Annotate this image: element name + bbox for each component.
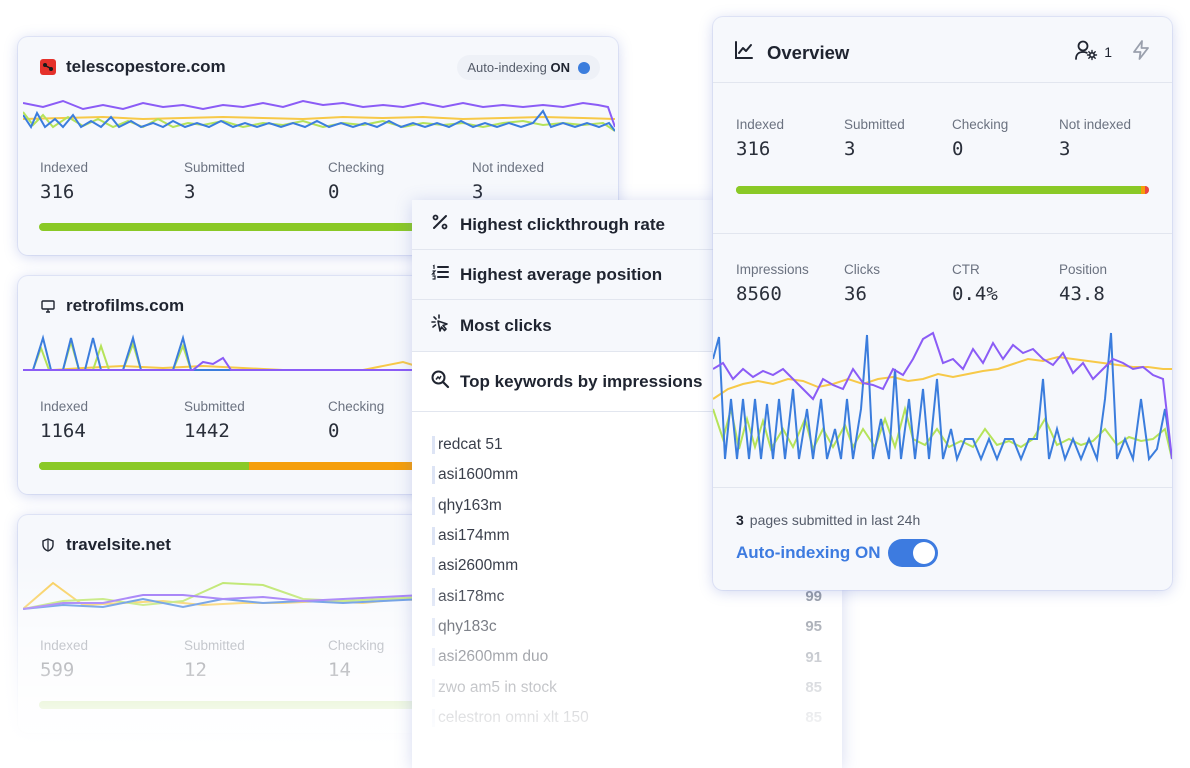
tab-label: Highest average position (460, 264, 663, 284)
auto-indexing-toggle[interactable] (888, 539, 938, 567)
series-purple (23, 99, 615, 128)
toggle-knob (913, 542, 935, 564)
stat-checking: Checking 0 (328, 160, 385, 203)
list-item[interactable]: qhy163m (432, 491, 822, 521)
shield-icon (40, 537, 56, 553)
list-item[interactable]: asi2600mm duo 91 (432, 642, 822, 672)
stat-clicks: Clicks 36 (844, 262, 880, 305)
list-item[interactable]: redcat 51 (432, 430, 822, 460)
cursor-click-icon (430, 313, 450, 338)
bar-indexed-segment (39, 462, 249, 470)
performance-chart (713, 331, 1172, 463)
stat-checking: Checking 0 (328, 399, 385, 442)
percent-icon (430, 212, 450, 237)
tab-label: Highest clickthrough rate (460, 214, 665, 234)
auto-indexing-label: Auto-indexing ON (467, 60, 570, 75)
stat-position: Position 43.8 (1059, 262, 1108, 305)
lightning-button[interactable] (1130, 39, 1152, 66)
list-item[interactable]: qhy183c 95 (432, 612, 822, 642)
divider (713, 233, 1172, 234)
series-blue (23, 334, 423, 371)
stat-submitted: Submitted 3 (184, 160, 245, 203)
search-zoom-icon (430, 369, 450, 394)
site-domain: telescopestore.com (66, 57, 226, 76)
auto-indexing-dot (578, 61, 590, 74)
list-item[interactable]: celestron omni xlt 150 85 (432, 703, 822, 733)
monitor-icon (40, 298, 56, 314)
divider (713, 487, 1172, 488)
tab-label: Most clicks (460, 315, 552, 335)
stats-row: Indexed 1164 Submitted 1442 Checking 0 (40, 399, 472, 442)
list-item[interactable]: asi1600mm (432, 460, 822, 490)
sparkline-chart (23, 99, 615, 132)
site-title[interactable]: travelsite.net (40, 535, 171, 555)
site-domain: travelsite.net (66, 535, 171, 554)
overview-header: Overview 1 (713, 17, 1172, 83)
series-yellow (23, 360, 424, 371)
series-purple (713, 331, 1172, 460)
bar-submitted-segment (1140, 186, 1145, 194)
index-progress-bar (39, 223, 599, 231)
stat-indexed: Indexed 316 (736, 117, 785, 160)
series-blue (713, 332, 1172, 463)
sparkline-chart (23, 334, 424, 371)
stat-not-indexed: Not indexed 3 (472, 160, 545, 203)
index-progress-bar (736, 186, 1149, 194)
stat-indexed: Indexed 599 (40, 638, 89, 681)
line-chart-icon (733, 39, 755, 66)
users-settings-button[interactable]: 1 (1074, 39, 1112, 64)
site-card-telescopestore[interactable]: telescopestore.com Auto-indexing ON Inde… (18, 37, 618, 255)
list-item[interactable]: asi174mm (432, 521, 822, 551)
series-blue (23, 109, 615, 132)
performance-stats-row: Impressions 8560 Clicks 36 CTR 0.4% Positio… (736, 262, 1159, 305)
stat-ctr: CTR 0.4% (952, 262, 998, 305)
tab-label: Top keywords by impressions (460, 371, 703, 391)
list-item[interactable]: asi2600mm (432, 551, 822, 581)
stat-not-indexed: Not indexed 3 (1059, 117, 1132, 160)
series-lime (23, 338, 423, 371)
stat-checking: Checking 0 (952, 117, 1009, 160)
series-yellow (713, 355, 1172, 400)
auto-indexing-label: Auto-indexing ON (736, 543, 881, 562)
users-count: 1 (1104, 43, 1112, 60)
pages-submitted-text: 3 pages submitted in last 24h (736, 512, 921, 528)
index-stats-row: Indexed 316 Submitted 3 Checking 0 Not inde… (736, 117, 1159, 160)
stat-submitted: Submitted 12 (184, 638, 245, 681)
bar-not-indexed-segment (1144, 186, 1149, 194)
stat-indexed: Indexed 316 (40, 160, 89, 203)
overview-title: Overview (733, 39, 849, 66)
list-item[interactable]: zwo am5 in stock 85 (432, 672, 822, 702)
stat-submitted: Submitted 1442 (184, 399, 245, 442)
stat-submitted: Submitted 3 (844, 117, 905, 160)
stat-impressions: Impressions 8560 (736, 262, 809, 305)
auto-indexing-badge[interactable]: Auto-indexing ON (457, 55, 600, 80)
bar-indexed-segment (736, 186, 1141, 194)
overview-card: Overview 1 Indexed 316 Submitted 3 Checkin… (713, 17, 1172, 590)
site-title[interactable]: retrofilms.com (40, 296, 184, 316)
lightning-icon (1130, 40, 1152, 65)
series-yellow (23, 115, 615, 121)
series-purple (23, 356, 423, 371)
ordered-list-icon (430, 262, 450, 287)
site-domain: retrofilms.com (66, 296, 185, 315)
stats-row: Indexed 599 Submitted 12 Checking 14 (40, 638, 472, 681)
site-title[interactable]: telescopestore.com (40, 57, 226, 77)
stat-indexed: Indexed 1164 (40, 399, 89, 442)
stats-row: Indexed 316 Submitted 3 Checking 0 Not inde… (40, 160, 616, 203)
telescope-favicon-icon (40, 59, 56, 75)
user-gear-icon (1074, 39, 1098, 64)
